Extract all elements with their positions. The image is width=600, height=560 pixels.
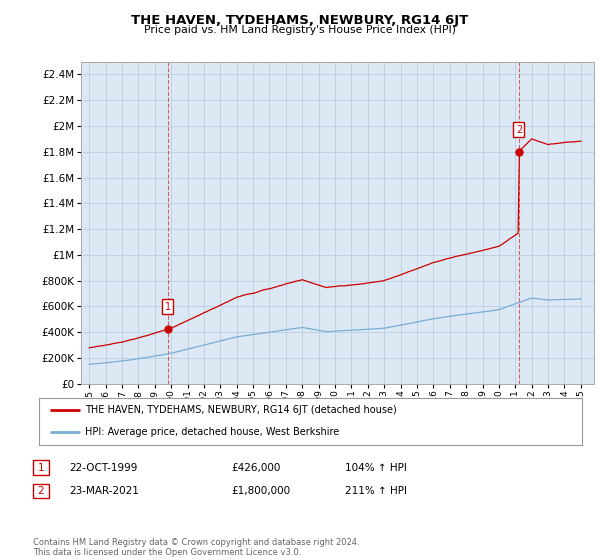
Text: THE HAVEN, TYDEHAMS, NEWBURY, RG14 6JT (detached house): THE HAVEN, TYDEHAMS, NEWBURY, RG14 6JT (… xyxy=(85,405,397,416)
Text: Price paid vs. HM Land Registry's House Price Index (HPI): Price paid vs. HM Land Registry's House … xyxy=(144,25,456,35)
Text: THE HAVEN, TYDEHAMS, NEWBURY, RG14 6JT: THE HAVEN, TYDEHAMS, NEWBURY, RG14 6JT xyxy=(131,14,469,27)
Text: HPI: Average price, detached house, West Berkshire: HPI: Average price, detached house, West… xyxy=(85,427,340,437)
Text: 1: 1 xyxy=(37,463,44,473)
Text: 104% ↑ HPI: 104% ↑ HPI xyxy=(345,463,407,473)
Text: 22-OCT-1999: 22-OCT-1999 xyxy=(69,463,137,473)
Text: 1: 1 xyxy=(164,302,171,312)
Text: 23-MAR-2021: 23-MAR-2021 xyxy=(69,486,139,496)
Text: 2: 2 xyxy=(37,486,44,496)
Text: £426,000: £426,000 xyxy=(231,463,280,473)
Text: £1,800,000: £1,800,000 xyxy=(231,486,290,496)
Text: 211% ↑ HPI: 211% ↑ HPI xyxy=(345,486,407,496)
Text: Contains HM Land Registry data © Crown copyright and database right 2024.
This d: Contains HM Land Registry data © Crown c… xyxy=(33,538,359,557)
Text: 2: 2 xyxy=(516,125,522,135)
